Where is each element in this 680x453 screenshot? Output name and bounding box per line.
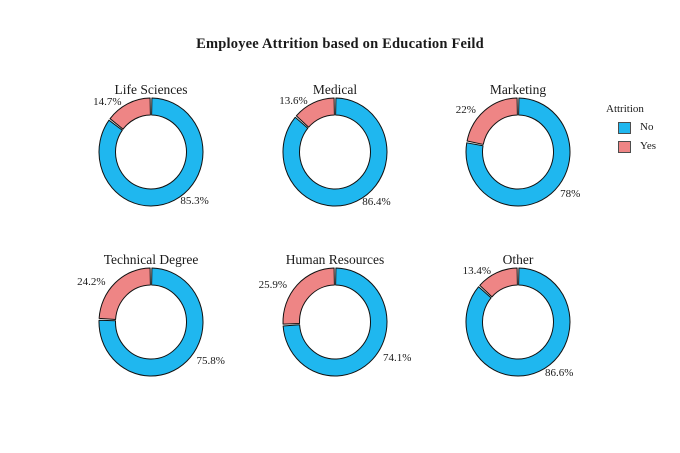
donut-chart-life-sciences: Life Sciences 14.7% 85.3% bbox=[61, 75, 241, 241]
yes-percent-label: 25.9% bbox=[258, 278, 287, 291]
donut-slice-yes bbox=[282, 267, 335, 325]
yes-percent-label: 13.6% bbox=[279, 94, 308, 107]
yes-percent-label: 14.7% bbox=[93, 95, 122, 108]
donut-svg bbox=[465, 267, 571, 377]
legend-title: Attrition bbox=[606, 103, 644, 115]
donut-slice-no bbox=[282, 267, 388, 377]
chart-title: Other bbox=[502, 252, 534, 267]
donut-chart-human-resources: Human Resources 25.9% 74.1% bbox=[245, 245, 425, 411]
donut-svg bbox=[465, 97, 571, 207]
donut-slice-no bbox=[465, 97, 571, 207]
legend-entry-label: Yes bbox=[640, 140, 657, 152]
donut-slice-no bbox=[98, 97, 204, 207]
donut-slice-yes bbox=[98, 267, 151, 320]
yes-percent-label: 13.4% bbox=[462, 264, 491, 277]
donut-slice-no bbox=[465, 267, 571, 377]
no-percent-label: 78% bbox=[560, 187, 581, 200]
donut-chart-marketing: Marketing 22% 78% bbox=[428, 75, 608, 241]
chart-title: Technical Degree bbox=[103, 252, 199, 267]
yes-percent-label: 22% bbox=[455, 103, 476, 116]
legend-entry-label: No bbox=[640, 121, 654, 133]
donut-slice-yes bbox=[479, 267, 518, 298]
chart-title: Marketing bbox=[489, 82, 547, 97]
donut-slice-yes bbox=[295, 97, 335, 128]
donut-slice-yes bbox=[466, 97, 518, 145]
no-percent-label: 85.3% bbox=[180, 195, 209, 208]
donut-svg bbox=[282, 267, 388, 377]
legend-swatch-no-icon bbox=[618, 121, 631, 134]
no-percent-label: 86.4% bbox=[362, 196, 391, 209]
donut-chart-technical-degree: Technical Degree 24.2% 75.8% bbox=[61, 245, 241, 411]
donut-slice-yes bbox=[109, 97, 151, 130]
legend-swatch-yes-icon bbox=[618, 140, 631, 153]
no-percent-label: 86.6% bbox=[545, 366, 574, 379]
no-percent-label: 75.8% bbox=[196, 354, 225, 367]
legend-entry-no: No bbox=[618, 121, 656, 134]
figure-title: Employee Attrition based on Education Fe… bbox=[196, 36, 484, 52]
donut-chart-medical: Medical 13.6% 86.4% bbox=[245, 75, 425, 241]
donut-chart-other: Other 13.4% 86.6% bbox=[428, 245, 608, 411]
donut-svg bbox=[98, 267, 204, 377]
donut-svg bbox=[282, 97, 388, 207]
chart-title: Medical bbox=[312, 82, 358, 97]
legend: Attrition No Yes bbox=[606, 103, 656, 159]
legend-entry-yes: Yes bbox=[618, 140, 656, 153]
donut-slice-no bbox=[282, 97, 388, 207]
yes-percent-label: 24.2% bbox=[77, 276, 106, 289]
no-percent-label: 74.1% bbox=[383, 352, 412, 365]
chart-title: Life Sciences bbox=[114, 82, 188, 97]
chart-title: Human Resources bbox=[285, 252, 385, 267]
donut-svg bbox=[98, 97, 204, 207]
donut-slice-no bbox=[98, 267, 204, 377]
